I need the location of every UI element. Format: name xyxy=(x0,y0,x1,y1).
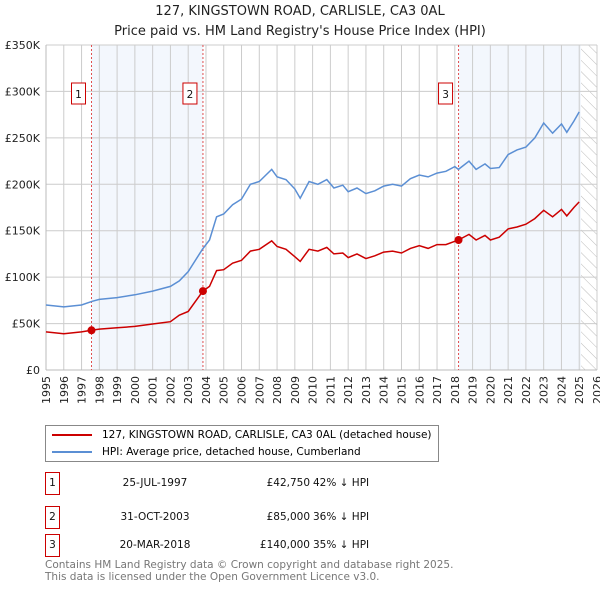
price-paid-line xyxy=(45,201,580,335)
x-tick-label: 1999 xyxy=(111,376,124,404)
x-tick-label: 2000 xyxy=(129,376,142,404)
sale-hpi-diff: 42% ↓ HPI xyxy=(313,477,370,489)
legend-item-property: 127, KINGSTOWN ROAD, CARLISLE, CA3 0AL (… xyxy=(52,429,432,441)
x-tick-label: 2024 xyxy=(555,376,568,404)
sale-price: £42,750 xyxy=(266,477,310,489)
x-tick-label: 2008 xyxy=(271,376,284,404)
y-tick-label: £200K xyxy=(5,178,41,191)
y-tick-label: £50K xyxy=(12,318,41,331)
x-tick-label: 2015 xyxy=(395,376,408,404)
table-row: 3 20-MAR-2018 £140,000 35% ↓ HPI xyxy=(45,534,445,557)
shaded-period xyxy=(458,45,582,370)
sale-point xyxy=(198,287,207,296)
price-chart: 1995 1996 1997 1998 1999 2000 2001 2002 2003 2004… xyxy=(5,39,600,404)
x-tick-label: 2026 xyxy=(591,376,600,404)
x-tick-label: 2014 xyxy=(378,376,391,404)
y-tick-label: £250K xyxy=(5,132,41,145)
footer-licence: This data is licensed under the Open Gov… xyxy=(45,571,380,583)
sale-price: £85,000 xyxy=(266,511,310,523)
x-tick-label: 1998 xyxy=(93,376,106,404)
y-tick-label: £0 xyxy=(26,364,40,377)
footer-copyright: Contains HM Land Registry data © Crown c… xyxy=(45,559,454,571)
x-tick-label: 2025 xyxy=(573,376,586,404)
legend-swatch-blue xyxy=(52,451,92,453)
sale-point xyxy=(454,236,463,244)
x-tick-label: 2017 xyxy=(431,376,444,404)
x-tick-label: 2011 xyxy=(324,376,337,404)
x-tick-label: 2018 xyxy=(449,376,462,404)
sale-point xyxy=(87,326,96,335)
sale-date: 31-OCT-2003 xyxy=(120,511,190,523)
x-tick-label: 1996 xyxy=(58,376,71,404)
x-tick-label: 2012 xyxy=(342,376,355,404)
y-tick-label: £100K xyxy=(5,271,41,284)
x-tick-label: 1997 xyxy=(76,376,89,404)
x-tick-label: 2010 xyxy=(307,376,320,404)
sale-marker-badge: 3 xyxy=(45,534,60,557)
x-tick-label: 2004 xyxy=(200,376,213,404)
sale-date: 25-JUL-1997 xyxy=(122,477,188,489)
chart-subtitle: Price paid vs. HM Land Registry's House … xyxy=(114,24,486,39)
table-row: 2 31-OCT-2003 £85,000 36% ↓ HPI xyxy=(45,506,445,529)
sale-label-box xyxy=(71,82,87,105)
sale-marker-badge: 1 xyxy=(45,472,60,495)
x-tick-label: 2019 xyxy=(467,376,480,404)
legend-item-hpi: HPI: Average price, detached house, Cumb… xyxy=(52,446,361,458)
legend-label: HPI: Average price, detached house, Cumb… xyxy=(102,446,361,458)
x-tick-label: 2002 xyxy=(164,376,177,404)
x-tick-label: 2013 xyxy=(360,376,373,404)
x-tick-label: 2023 xyxy=(538,376,551,404)
x-tick-label: 2003 xyxy=(182,376,195,404)
legend-label: 127, KINGSTOWN ROAD, CARLISLE, CA3 0AL (… xyxy=(102,429,432,441)
legend-swatch-red xyxy=(52,434,92,436)
forecast-hatch xyxy=(581,45,597,370)
x-tick-label: 2005 xyxy=(218,376,231,404)
x-tick-label: 2022 xyxy=(520,376,533,404)
hpi-line xyxy=(45,111,580,308)
x-tick-label: 2001 xyxy=(147,376,160,404)
y-tick-label: £300K xyxy=(5,85,41,98)
sale-price: £140,000 xyxy=(259,539,310,551)
sale-label: 2 xyxy=(187,89,194,101)
x-tick-label: 2016 xyxy=(413,376,426,404)
x-tick-label: 2009 xyxy=(289,376,302,404)
sale-label-box xyxy=(438,82,454,105)
x-tick-label: 2020 xyxy=(484,376,497,404)
chart-title: 127, KINGSTOWN ROAD, CARLISLE, CA3 0AL xyxy=(155,4,445,19)
sale-label: 3 xyxy=(442,89,449,101)
sale-date: 20-MAR-2018 xyxy=(119,539,191,551)
sale-hpi-diff: 36% ↓ HPI xyxy=(313,511,370,523)
y-tick-label: £350K xyxy=(5,39,41,52)
sale-marker-badge: 2 xyxy=(45,506,60,529)
sale-hpi-diff: 35% ↓ HPI xyxy=(313,539,370,551)
table-row: 1 25-JUL-1997 £42,750 42% ↓ HPI xyxy=(45,472,445,495)
x-tick-label: 2006 xyxy=(236,376,249,404)
x-tick-label: 2007 xyxy=(253,376,266,404)
x-tick-label: 1995 xyxy=(40,376,53,404)
sale-label-box xyxy=(182,82,198,105)
sale-label: 1 xyxy=(75,89,82,101)
legend: 127, KINGSTOWN ROAD, CARLISLE, CA3 0AL (… xyxy=(45,425,439,462)
y-tick-label: £150K xyxy=(5,225,41,238)
x-tick-label: 2021 xyxy=(502,376,515,404)
